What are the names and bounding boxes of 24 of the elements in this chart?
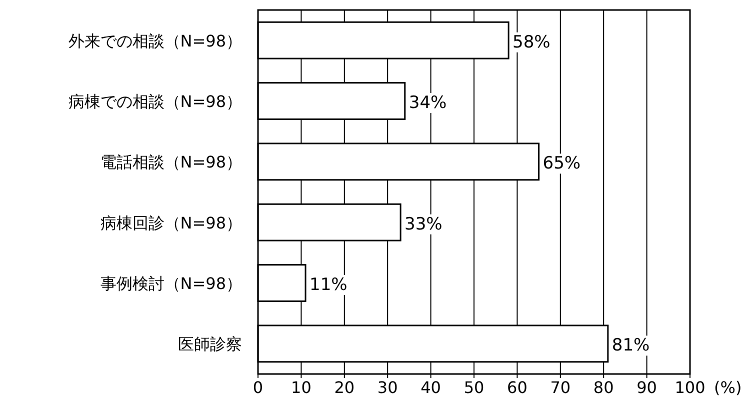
y-tick-label: 電話相談（N=98）	[100, 152, 242, 172]
x-tick-label: 40	[420, 378, 441, 397]
y-tick-label: 医師診察	[178, 334, 242, 354]
y-tick-label: 事例検討（N=98）	[100, 274, 242, 293]
x-tick-label: 10	[291, 378, 312, 397]
x-tick-label: 90	[636, 378, 657, 397]
data-label: 34%	[408, 93, 447, 113]
x-tick-label: 70	[550, 378, 571, 397]
data-label: 11%	[310, 275, 348, 295]
x-tick-label: 20	[334, 378, 355, 397]
x-tick-label: 50	[464, 378, 484, 397]
data-label: 65%	[542, 154, 581, 174]
x-tick-label: 60	[507, 378, 528, 397]
x-tick-label: 30	[377, 378, 398, 397]
x-tick-label: 100	[674, 378, 706, 397]
data-label: 58%	[512, 32, 550, 52]
y-tick-label: 外来での相談（N=98）	[68, 31, 242, 50]
x-axis-title: (%)	[714, 378, 742, 397]
y-tick-label: 病棟回診（N=98）	[100, 213, 242, 232]
data-label: 33%	[404, 214, 442, 234]
x-tick-label: 0	[252, 378, 264, 397]
y-tick-label: 病棟での相談（N=98）	[68, 92, 242, 111]
data-label: 81%	[612, 336, 650, 356]
x-tick-label: 80	[593, 378, 614, 397]
